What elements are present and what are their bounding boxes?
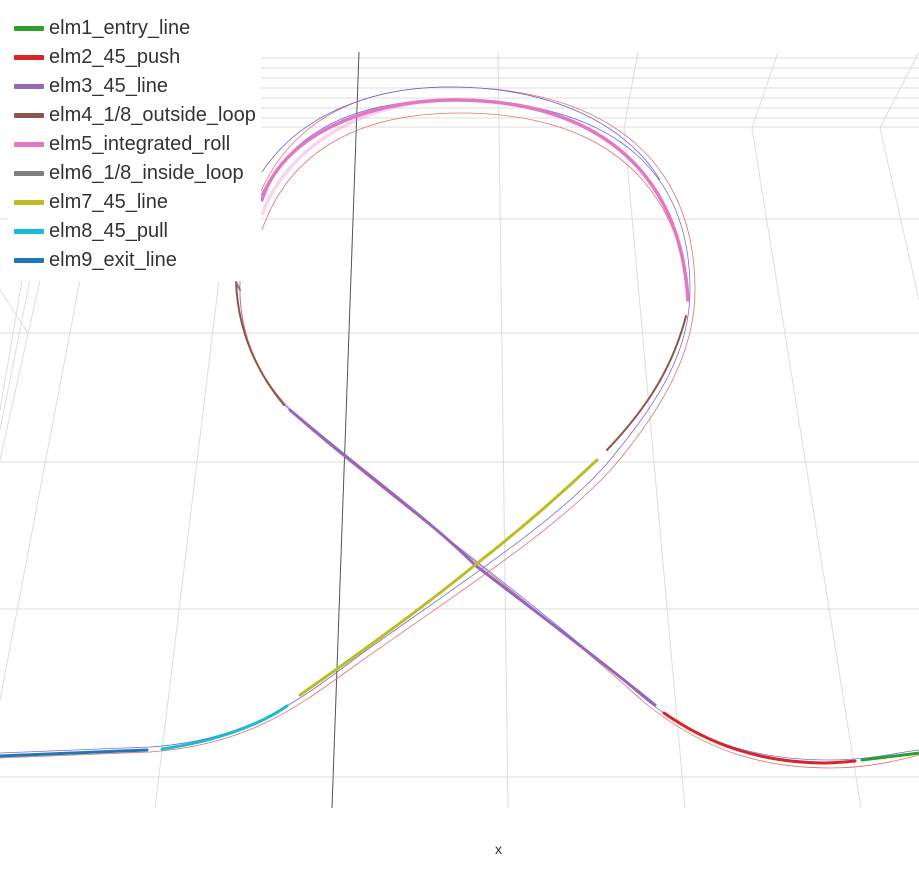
legend-item[interactable]: elm8_45_pull — [8, 217, 261, 246]
legend-label: elm5_integrated_roll — [49, 133, 231, 155]
ribbon-edge — [261, 86, 661, 181]
legend-item[interactable]: elm5_integrated_roll — [8, 130, 261, 159]
series-line — [298, 458, 599, 697]
legend-swatch — [14, 142, 44, 147]
axis-line — [331, 51, 360, 809]
legend-swatch — [14, 84, 44, 89]
legend-label: elm7_45_line — [49, 191, 168, 213]
grid-line — [0, 289, 29, 334]
series-line — [0, 748, 149, 758]
legend-label: elm1_entry_line — [49, 17, 191, 39]
trajectory-tracks — [0, 86, 919, 769]
legend-label: elm8_45_pull — [49, 220, 168, 242]
legend-label: elm2_45_push — [49, 46, 181, 68]
legend-item[interactable]: elm4_1/8_outside_loop — [8, 101, 261, 130]
series-line — [662, 711, 857, 765]
grid-line — [0, 279, 41, 461]
legend-swatch — [14, 171, 44, 176]
grid-line — [751, 51, 779, 129]
grid-line — [623, 51, 639, 129]
series-line — [235, 281, 687, 451]
legend-item[interactable]: elm9_exit_line — [8, 246, 261, 275]
grid-line — [0, 279, 81, 701]
legend-swatch — [14, 258, 44, 263]
series-line — [235, 281, 241, 291]
grid-line — [154, 279, 220, 809]
legend-item[interactable]: elm7_45_line — [8, 188, 261, 217]
grid-line — [0, 279, 31, 431]
grid-line — [623, 127, 686, 809]
legend-swatch — [14, 55, 44, 60]
ribbon-edge — [261, 112, 686, 271]
series-line — [260, 98, 690, 302]
legend-swatch — [14, 113, 44, 118]
legend-swatch — [14, 200, 44, 205]
legend-item[interactable]: elm3_45_line — [8, 72, 261, 101]
legend-swatch — [14, 26, 44, 31]
legend-item[interactable]: elm6_1/8_inside_loop — [8, 159, 261, 188]
grid-line — [879, 127, 919, 301]
series-line — [260, 98, 690, 301]
legend-label: elm9_exit_line — [49, 249, 177, 271]
legend-label: elm6_1/8_inside_loop — [49, 162, 244, 184]
series-line — [860, 751, 919, 762]
grid-line — [751, 127, 862, 809]
grid-line — [879, 51, 919, 129]
grid-line — [497, 51, 509, 809]
grid-lines — [0, 51, 919, 809]
legend-item[interactable]: elm1_entry_line — [8, 14, 261, 43]
x-axis-label: x — [495, 841, 502, 857]
grid-line — [0, 279, 23, 411]
series-line — [160, 704, 289, 751]
legend-swatch — [14, 229, 44, 234]
legend-item[interactable]: elm2_45_push — [8, 43, 261, 72]
legend-label: elm4_1/8_outside_loop — [49, 104, 256, 126]
series-line — [288, 408, 657, 707]
legend-label: elm3_45_line — [49, 75, 168, 97]
